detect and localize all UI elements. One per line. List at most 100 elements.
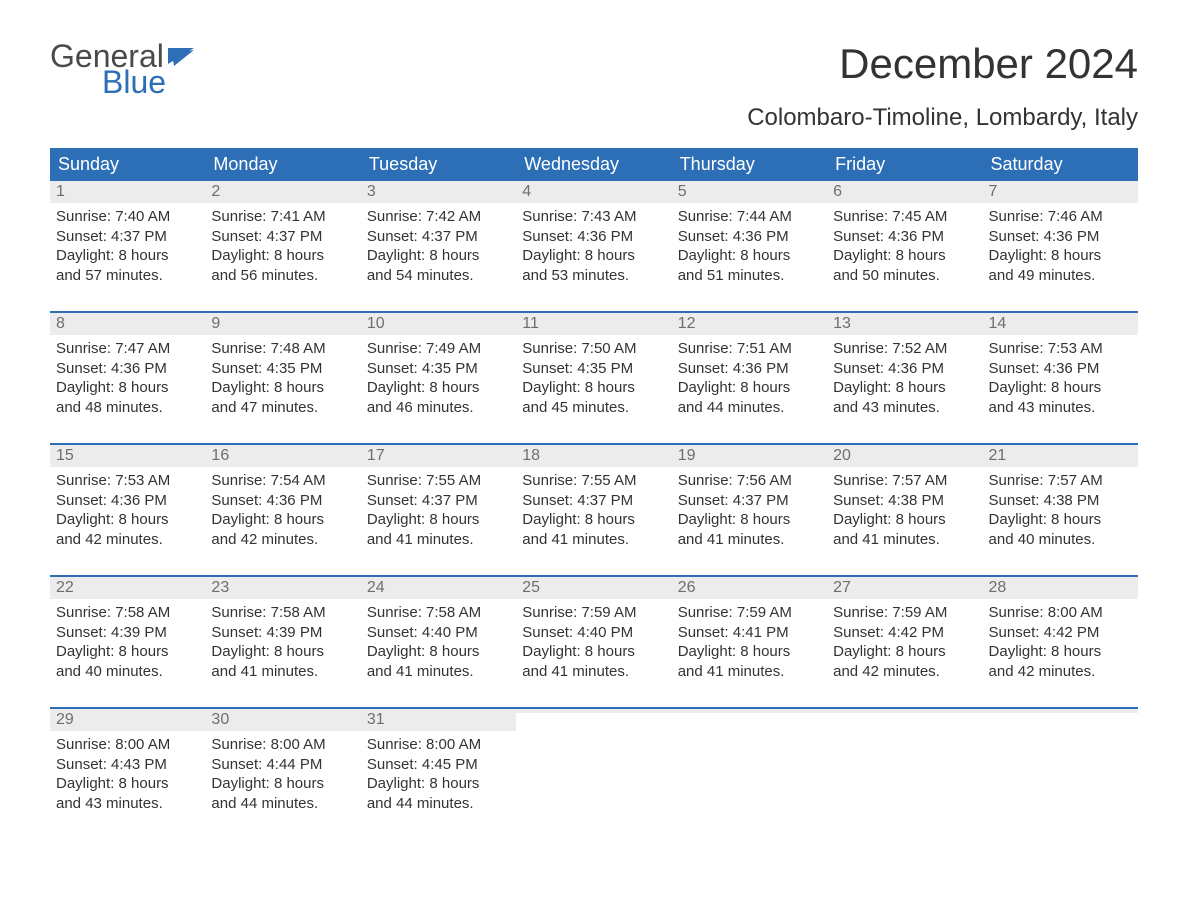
day-number: 10 xyxy=(367,315,385,332)
day-sunset: Sunset: 4:38 PM xyxy=(833,491,976,511)
day-d1: Daylight: 8 hours xyxy=(367,378,510,398)
day-d2: and 41 minutes. xyxy=(367,530,510,550)
calendar-day: 28Sunrise: 8:00 AMSunset: 4:42 PMDayligh… xyxy=(983,577,1138,687)
day-sunset: Sunset: 4:35 PM xyxy=(367,359,510,379)
day-sunset: Sunset: 4:37 PM xyxy=(367,227,510,247)
calendar-day: 1Sunrise: 7:40 AMSunset: 4:37 PMDaylight… xyxy=(50,181,205,291)
calendar-day xyxy=(516,709,671,819)
day-d1: Daylight: 8 hours xyxy=(989,378,1132,398)
day-d1: Daylight: 8 hours xyxy=(56,774,199,794)
day-d2: and 42 minutes. xyxy=(833,662,976,682)
day-body: Sunrise: 7:40 AMSunset: 4:37 PMDaylight:… xyxy=(50,203,205,289)
day-number-row: 9 xyxy=(205,313,360,335)
day-number-row: 18 xyxy=(516,445,671,467)
day-sunrise: Sunrise: 7:53 AM xyxy=(989,339,1132,359)
day-sunset: Sunset: 4:42 PM xyxy=(989,623,1132,643)
day-number-row: 29 xyxy=(50,709,205,731)
day-d2: and 41 minutes. xyxy=(522,662,665,682)
day-number-row: 26 xyxy=(672,577,827,599)
day-number: 15 xyxy=(56,447,74,464)
day-body: Sunrise: 7:58 AMSunset: 4:40 PMDaylight:… xyxy=(361,599,516,685)
day-sunset: Sunset: 4:44 PM xyxy=(211,755,354,775)
day-number: 13 xyxy=(833,315,851,332)
day-body: Sunrise: 7:41 AMSunset: 4:37 PMDaylight:… xyxy=(205,203,360,289)
day-number-row: 8 xyxy=(50,313,205,335)
day-d1: Daylight: 8 hours xyxy=(56,378,199,398)
day-number: 27 xyxy=(833,579,851,596)
day-number: 11 xyxy=(522,315,539,332)
day-number-row: 27 xyxy=(827,577,982,599)
day-sunset: Sunset: 4:38 PM xyxy=(989,491,1132,511)
calendar-day: 5Sunrise: 7:44 AMSunset: 4:36 PMDaylight… xyxy=(672,181,827,291)
day-number-row: 17 xyxy=(361,445,516,467)
day-body: Sunrise: 7:59 AMSunset: 4:40 PMDaylight:… xyxy=(516,599,671,685)
day-d1: Daylight: 8 hours xyxy=(522,378,665,398)
day-number-row: 11 xyxy=(516,313,671,335)
day-number-row: 30 xyxy=(205,709,360,731)
day-body: Sunrise: 8:00 AMSunset: 4:43 PMDaylight:… xyxy=(50,731,205,817)
day-number: 12 xyxy=(678,315,696,332)
logo: General Blue xyxy=(50,40,194,98)
day-body: Sunrise: 7:51 AMSunset: 4:36 PMDaylight:… xyxy=(672,335,827,421)
calendar-day: 11Sunrise: 7:50 AMSunset: 4:35 PMDayligh… xyxy=(516,313,671,423)
day-sunset: Sunset: 4:43 PM xyxy=(56,755,199,775)
day-body xyxy=(827,713,982,721)
day-number: 7 xyxy=(989,183,998,200)
day-d1: Daylight: 8 hours xyxy=(833,510,976,530)
day-number: 25 xyxy=(522,579,540,596)
day-body: Sunrise: 7:57 AMSunset: 4:38 PMDaylight:… xyxy=(983,467,1138,553)
day-sunrise: Sunrise: 7:45 AM xyxy=(833,207,976,227)
day-number-row: 5 xyxy=(672,181,827,203)
page-title: December 2024 xyxy=(839,40,1138,88)
day-number-row: 2 xyxy=(205,181,360,203)
day-d1: Daylight: 8 hours xyxy=(367,642,510,662)
day-sunrise: Sunrise: 7:55 AM xyxy=(367,471,510,491)
day-number-row: 13 xyxy=(827,313,982,335)
day-number: 4 xyxy=(522,183,531,200)
day-sunset: Sunset: 4:36 PM xyxy=(989,227,1132,247)
day-body: Sunrise: 7:43 AMSunset: 4:36 PMDaylight:… xyxy=(516,203,671,289)
day-d2: and 43 minutes. xyxy=(989,398,1132,418)
day-number-row: 7 xyxy=(983,181,1138,203)
day-sunset: Sunset: 4:36 PM xyxy=(56,491,199,511)
day-d1: Daylight: 8 hours xyxy=(678,510,821,530)
day-sunset: Sunset: 4:37 PM xyxy=(678,491,821,511)
day-number-row: 28 xyxy=(983,577,1138,599)
day-body: Sunrise: 7:55 AMSunset: 4:37 PMDaylight:… xyxy=(361,467,516,553)
day-sunset: Sunset: 4:36 PM xyxy=(522,227,665,247)
day-sunrise: Sunrise: 7:49 AM xyxy=(367,339,510,359)
day-d2: and 45 minutes. xyxy=(522,398,665,418)
calendar-day: 7Sunrise: 7:46 AMSunset: 4:36 PMDaylight… xyxy=(983,181,1138,291)
calendar-day: 29Sunrise: 8:00 AMSunset: 4:43 PMDayligh… xyxy=(50,709,205,819)
calendar-day: 6Sunrise: 7:45 AMSunset: 4:36 PMDaylight… xyxy=(827,181,982,291)
day-sunset: Sunset: 4:35 PM xyxy=(522,359,665,379)
day-number: 6 xyxy=(833,183,842,200)
week-row: 8Sunrise: 7:47 AMSunset: 4:36 PMDaylight… xyxy=(50,311,1138,423)
day-body: Sunrise: 7:59 AMSunset: 4:42 PMDaylight:… xyxy=(827,599,982,685)
day-number-row: 20 xyxy=(827,445,982,467)
day-d1: Daylight: 8 hours xyxy=(56,246,199,266)
day-d1: Daylight: 8 hours xyxy=(678,378,821,398)
calendar-day: 16Sunrise: 7:54 AMSunset: 4:36 PMDayligh… xyxy=(205,445,360,555)
day-sunrise: Sunrise: 8:00 AM xyxy=(367,735,510,755)
dow-friday: Friday xyxy=(827,148,982,181)
day-d1: Daylight: 8 hours xyxy=(522,246,665,266)
day-d2: and 41 minutes. xyxy=(367,662,510,682)
day-sunrise: Sunrise: 7:48 AM xyxy=(211,339,354,359)
day-sunset: Sunset: 4:37 PM xyxy=(211,227,354,247)
day-body: Sunrise: 7:59 AMSunset: 4:41 PMDaylight:… xyxy=(672,599,827,685)
day-sunrise: Sunrise: 7:51 AM xyxy=(678,339,821,359)
day-number-row: 1 xyxy=(50,181,205,203)
day-number-row: 16 xyxy=(205,445,360,467)
day-d2: and 41 minutes. xyxy=(211,662,354,682)
day-sunrise: Sunrise: 7:55 AM xyxy=(522,471,665,491)
day-number-row: 23 xyxy=(205,577,360,599)
day-sunrise: Sunrise: 7:58 AM xyxy=(211,603,354,623)
day-body: Sunrise: 7:53 AMSunset: 4:36 PMDaylight:… xyxy=(50,467,205,553)
day-d1: Daylight: 8 hours xyxy=(522,510,665,530)
day-d2: and 48 minutes. xyxy=(56,398,199,418)
calendar-day: 17Sunrise: 7:55 AMSunset: 4:37 PMDayligh… xyxy=(361,445,516,555)
day-number: 23 xyxy=(211,579,229,596)
dow-saturday: Saturday xyxy=(983,148,1138,181)
day-sunrise: Sunrise: 7:52 AM xyxy=(833,339,976,359)
